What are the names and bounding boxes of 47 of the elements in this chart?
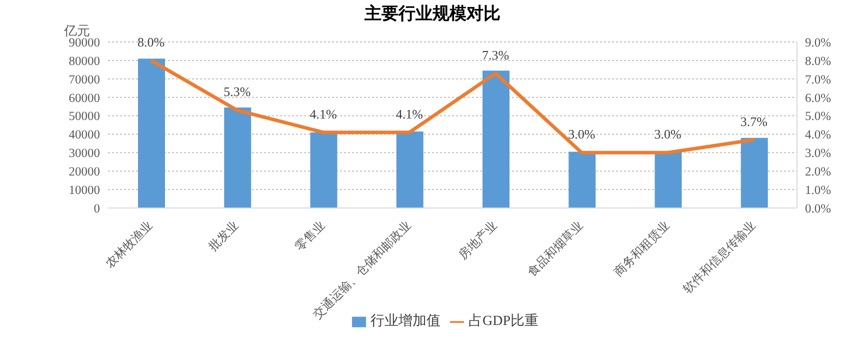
y-tick-label: 80000 xyxy=(68,54,100,68)
y-tick-label: 30000 xyxy=(68,146,100,160)
x-tick-label: 食品和烟草业 xyxy=(524,218,586,279)
y-tick-label: 40000 xyxy=(68,128,100,142)
y2-tick-label: 3.0% xyxy=(805,146,832,160)
y-tick-label: 90000 xyxy=(68,35,100,50)
legend-label: 占GDP比重 xyxy=(468,314,538,329)
y2-tick-label: 1.0% xyxy=(805,182,832,197)
x-tick-label: 零售业 xyxy=(292,218,328,254)
x-tick-label: 软件和信息传输业 xyxy=(680,218,758,296)
data-label: 7.3% xyxy=(482,47,510,62)
data-label: 3.0% xyxy=(568,126,596,142)
bar xyxy=(654,152,682,208)
bar xyxy=(310,132,338,208)
y-tick-label: 0 xyxy=(94,201,100,216)
y-tick-label: 10000 xyxy=(68,182,100,197)
y2-tick-label: 5.0% xyxy=(805,109,832,124)
y2-tick-label: 0.0% xyxy=(805,201,832,216)
data-label: 5.3% xyxy=(224,84,251,100)
chart-title: 主要行业规模对比 xyxy=(364,4,500,23)
y-tick-label: 20000 xyxy=(68,164,100,179)
y2-tick-label: 2.0% xyxy=(805,164,832,179)
data-label: 4.1% xyxy=(310,106,338,122)
y2-tick-label: 6.0% xyxy=(805,90,832,105)
y2-tick-label: 8.0% xyxy=(805,54,832,68)
bar xyxy=(138,58,165,208)
y2-tick-label: 9.0% xyxy=(805,35,832,50)
legend-label: 行业增加值 xyxy=(370,314,440,329)
y2-tick-label: 4.0% xyxy=(805,128,832,142)
bar xyxy=(740,138,768,208)
x-tick-label: 批发业 xyxy=(206,218,242,254)
data-label: 4.1% xyxy=(396,106,424,122)
x-tick-label: 农林牧渔业 xyxy=(102,218,156,270)
y2-tick-label: 7.0% xyxy=(805,72,832,86)
y-tick-label: 60000 xyxy=(68,90,100,105)
data-label: 8.0% xyxy=(138,34,165,50)
y-axis-title: 亿元 xyxy=(64,22,90,38)
bar xyxy=(482,70,510,208)
bar xyxy=(396,131,424,208)
bar xyxy=(224,107,252,208)
data-label: 3.7% xyxy=(740,114,768,129)
x-tick-label: 商务和租赁业 xyxy=(611,218,672,279)
data-label: 3.0% xyxy=(654,126,682,142)
x-tick-label: 房地产业 xyxy=(456,218,500,262)
bar xyxy=(568,152,596,208)
y-tick-label: 50000 xyxy=(68,109,100,124)
y-tick-label: 70000 xyxy=(68,72,100,86)
